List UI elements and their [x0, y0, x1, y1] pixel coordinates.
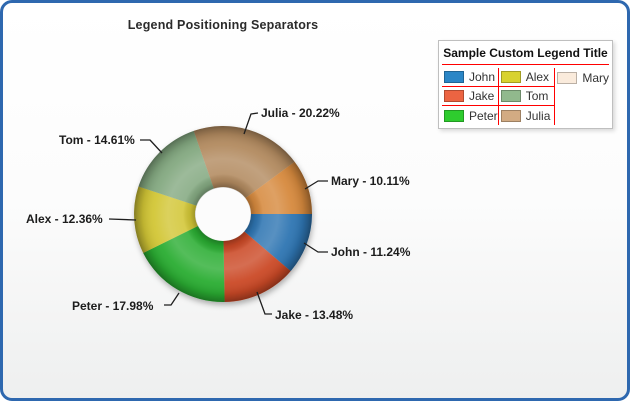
legend-item-peter[interactable]: Peter — [442, 106, 498, 125]
legend-swatch-peter — [444, 109, 464, 122]
legend-swatch-tom — [500, 90, 521, 102]
legend-box: Sample Custom Legend Title John Jake Peter… — [438, 40, 613, 129]
chart-title: Legend Positioning Separators — [127, 18, 319, 32]
slice-label-alex: Alex - 12.36% — [26, 212, 103, 226]
legend-label: Tom — [525, 89, 549, 103]
legend-item-john[interactable]: John — [442, 68, 498, 87]
legend-label: Alex — [525, 70, 550, 84]
leader-line-jake — [256, 291, 272, 315]
donut-hole — [195, 187, 251, 241]
leader-line-john — [303, 242, 328, 253]
legend-item-mary[interactable]: Mary — [555, 68, 609, 87]
leader-line-alex — [108, 218, 137, 221]
legend-label: Jake — [469, 89, 495, 103]
legend-swatch-alex — [500, 71, 521, 83]
legend-item-alex[interactable]: Alex — [498, 68, 555, 87]
slice-label-peter: Peter - 17.98% — [72, 299, 154, 313]
leader-line-julia — [243, 112, 259, 135]
legend-item-tom[interactable]: Tom — [498, 87, 555, 106]
slice-label-tom: Tom - 14.61% — [59, 133, 135, 147]
legend-label: Peter — [469, 108, 498, 123]
slice-label-john: John - 11.24% — [331, 245, 411, 259]
legend-item-julia[interactable]: Julia — [499, 106, 555, 125]
legend-swatch-jake — [444, 90, 464, 102]
legend-title: Sample Custom Legend Title — [442, 43, 609, 65]
slice-label-mary: Mary - 10.11% — [331, 174, 410, 188]
legend-swatch-john — [444, 71, 464, 83]
legend-column-1: John Jake Peter — [442, 68, 499, 125]
legend-label: Mary — [582, 70, 609, 85]
legend-column-2: Alex Tom Julia — [498, 68, 556, 125]
slice-label-julia: Julia - 20.22% — [261, 106, 340, 120]
legend-column-3: Mary — [555, 68, 609, 125]
leader-line-peter — [164, 292, 180, 306]
leader-line-mary — [304, 180, 328, 190]
legend-entries: John Jake Peter Alex Tom Julia Mary — [439, 65, 612, 125]
leader-line-tom — [140, 139, 163, 154]
legend-label: John — [469, 70, 496, 84]
legend-swatch-mary — [557, 71, 578, 84]
slice-label-jake: Jake - 13.48% — [275, 308, 354, 322]
legend-label: Julia — [525, 108, 551, 123]
legend-item-jake[interactable]: Jake — [442, 87, 498, 106]
legend-swatch-julia — [500, 109, 521, 122]
